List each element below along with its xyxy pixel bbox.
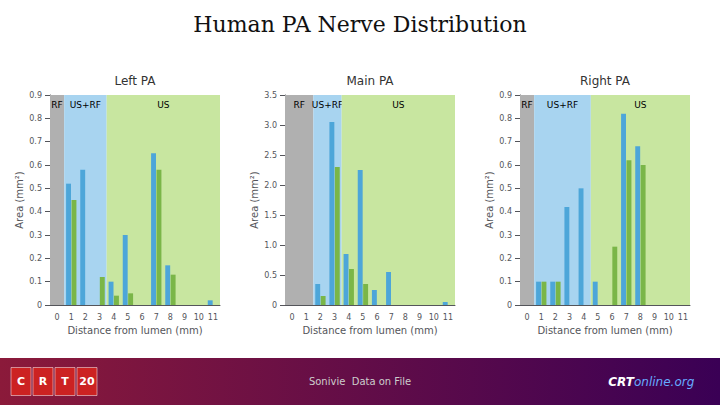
svg-text:0.9: 0.9 — [499, 91, 512, 100]
svg-text:0.2: 0.2 — [499, 254, 512, 263]
svg-text:2: 2 — [553, 313, 558, 322]
svg-text:3: 3 — [332, 313, 337, 322]
svg-text:0.5: 0.5 — [29, 184, 42, 193]
svg-text:0.2: 0.2 — [29, 254, 42, 263]
svg-text:0.4: 0.4 — [29, 207, 42, 216]
svg-text:2: 2 — [318, 313, 323, 322]
svg-text:0.8: 0.8 — [499, 114, 512, 123]
svg-text:0: 0 — [525, 313, 530, 322]
svg-text:7: 7 — [624, 313, 629, 322]
svg-text:0.8: 0.8 — [29, 114, 42, 123]
svg-text:11: 11 — [678, 313, 688, 322]
svg-text:RF: RF — [51, 100, 62, 110]
svg-text:1: 1 — [539, 313, 544, 322]
svg-text:0.7: 0.7 — [29, 137, 42, 146]
svg-text:11: 11 — [443, 313, 453, 322]
svg-text:7: 7 — [389, 313, 394, 322]
svg-text:10: 10 — [194, 313, 204, 322]
svg-text:0.5: 0.5 — [264, 271, 277, 280]
svg-text:CRT: CRT — [608, 375, 635, 389]
svg-text:Main PA: Main PA — [346, 74, 394, 88]
svg-text:4: 4 — [581, 313, 586, 322]
svg-text:0.9: 0.9 — [29, 91, 42, 100]
svg-text:Right PA: Right PA — [580, 74, 631, 88]
svg-text:Area (mm²): Area (mm²) — [14, 171, 25, 229]
svg-text:10: 10 — [429, 313, 439, 322]
svg-text:6: 6 — [610, 313, 615, 322]
svg-text:0: 0 — [272, 301, 277, 310]
svg-text:5: 5 — [125, 313, 130, 322]
svg-text:US: US — [634, 100, 647, 110]
svg-text:10: 10 — [664, 313, 674, 322]
svg-text:US: US — [392, 100, 405, 110]
svg-text:US: US — [157, 100, 170, 110]
svg-text:2.5: 2.5 — [264, 151, 277, 160]
svg-text:20: 20 — [79, 375, 95, 388]
svg-text:1.0: 1.0 — [264, 241, 277, 250]
svg-text:9: 9 — [652, 313, 657, 322]
svg-text:8: 8 — [638, 313, 643, 322]
svg-text:Human PA Nerve Distribution: Human PA Nerve Distribution — [193, 12, 526, 37]
svg-text:8: 8 — [403, 313, 408, 322]
svg-text:5: 5 — [595, 313, 600, 322]
svg-text:1: 1 — [69, 313, 74, 322]
svg-text:RF: RF — [293, 100, 304, 110]
svg-text:0.6: 0.6 — [29, 161, 42, 170]
svg-text:0: 0 — [290, 313, 295, 322]
svg-text:0.3: 0.3 — [29, 231, 42, 240]
svg-text:US+RF: US+RF — [547, 100, 578, 110]
svg-text:0.1: 0.1 — [499, 277, 512, 286]
svg-text:RF: RF — [521, 100, 532, 110]
svg-text:3: 3 — [567, 313, 572, 322]
svg-text:2.0: 2.0 — [264, 181, 277, 190]
svg-text:0.5: 0.5 — [499, 184, 512, 193]
svg-text:R: R — [39, 375, 48, 388]
svg-text:9: 9 — [417, 313, 422, 322]
svg-text:3.5: 3.5 — [264, 91, 277, 100]
svg-text:4: 4 — [111, 313, 116, 322]
svg-text:1.5: 1.5 — [264, 211, 277, 220]
svg-text:8: 8 — [168, 313, 173, 322]
svg-text:11: 11 — [208, 313, 218, 322]
svg-text:1: 1 — [304, 313, 309, 322]
svg-text:4: 4 — [346, 313, 351, 322]
svg-text:Area (mm²): Area (mm²) — [484, 171, 495, 229]
svg-text:5: 5 — [360, 313, 365, 322]
svg-text:6: 6 — [375, 313, 380, 322]
svg-text:Distance from lumen (mm): Distance from lumen (mm) — [302, 325, 437, 336]
svg-text:online.org: online.org — [634, 375, 695, 389]
svg-text:Sonivie Data on File: Sonivie Data on File — [309, 376, 411, 387]
svg-text:2: 2 — [83, 313, 88, 322]
svg-text:3: 3 — [97, 313, 102, 322]
svg-text:0.3: 0.3 — [499, 231, 512, 240]
svg-text:US+RF: US+RF — [70, 100, 101, 110]
svg-text:3.0: 3.0 — [264, 121, 277, 130]
svg-text:Distance from lumen (mm): Distance from lumen (mm) — [67, 325, 202, 336]
svg-text:C: C — [17, 375, 25, 388]
svg-text:0: 0 — [507, 301, 512, 310]
svg-text:0: 0 — [37, 301, 42, 310]
svg-text:T: T — [61, 375, 69, 388]
svg-text:0: 0 — [55, 313, 60, 322]
svg-text:Left PA: Left PA — [114, 74, 156, 88]
svg-text:Distance from lumen (mm): Distance from lumen (mm) — [537, 325, 672, 336]
svg-text:Area (mm²): Area (mm²) — [249, 171, 260, 229]
svg-text:7: 7 — [154, 313, 159, 322]
svg-text:9: 9 — [182, 313, 187, 322]
svg-text:US+RF: US+RF — [312, 100, 343, 110]
svg-text:0.4: 0.4 — [499, 207, 512, 216]
svg-text:6: 6 — [140, 313, 145, 322]
svg-text:0.7: 0.7 — [499, 137, 512, 146]
svg-text:0.6: 0.6 — [499, 161, 512, 170]
svg-text:0.1: 0.1 — [29, 277, 42, 286]
